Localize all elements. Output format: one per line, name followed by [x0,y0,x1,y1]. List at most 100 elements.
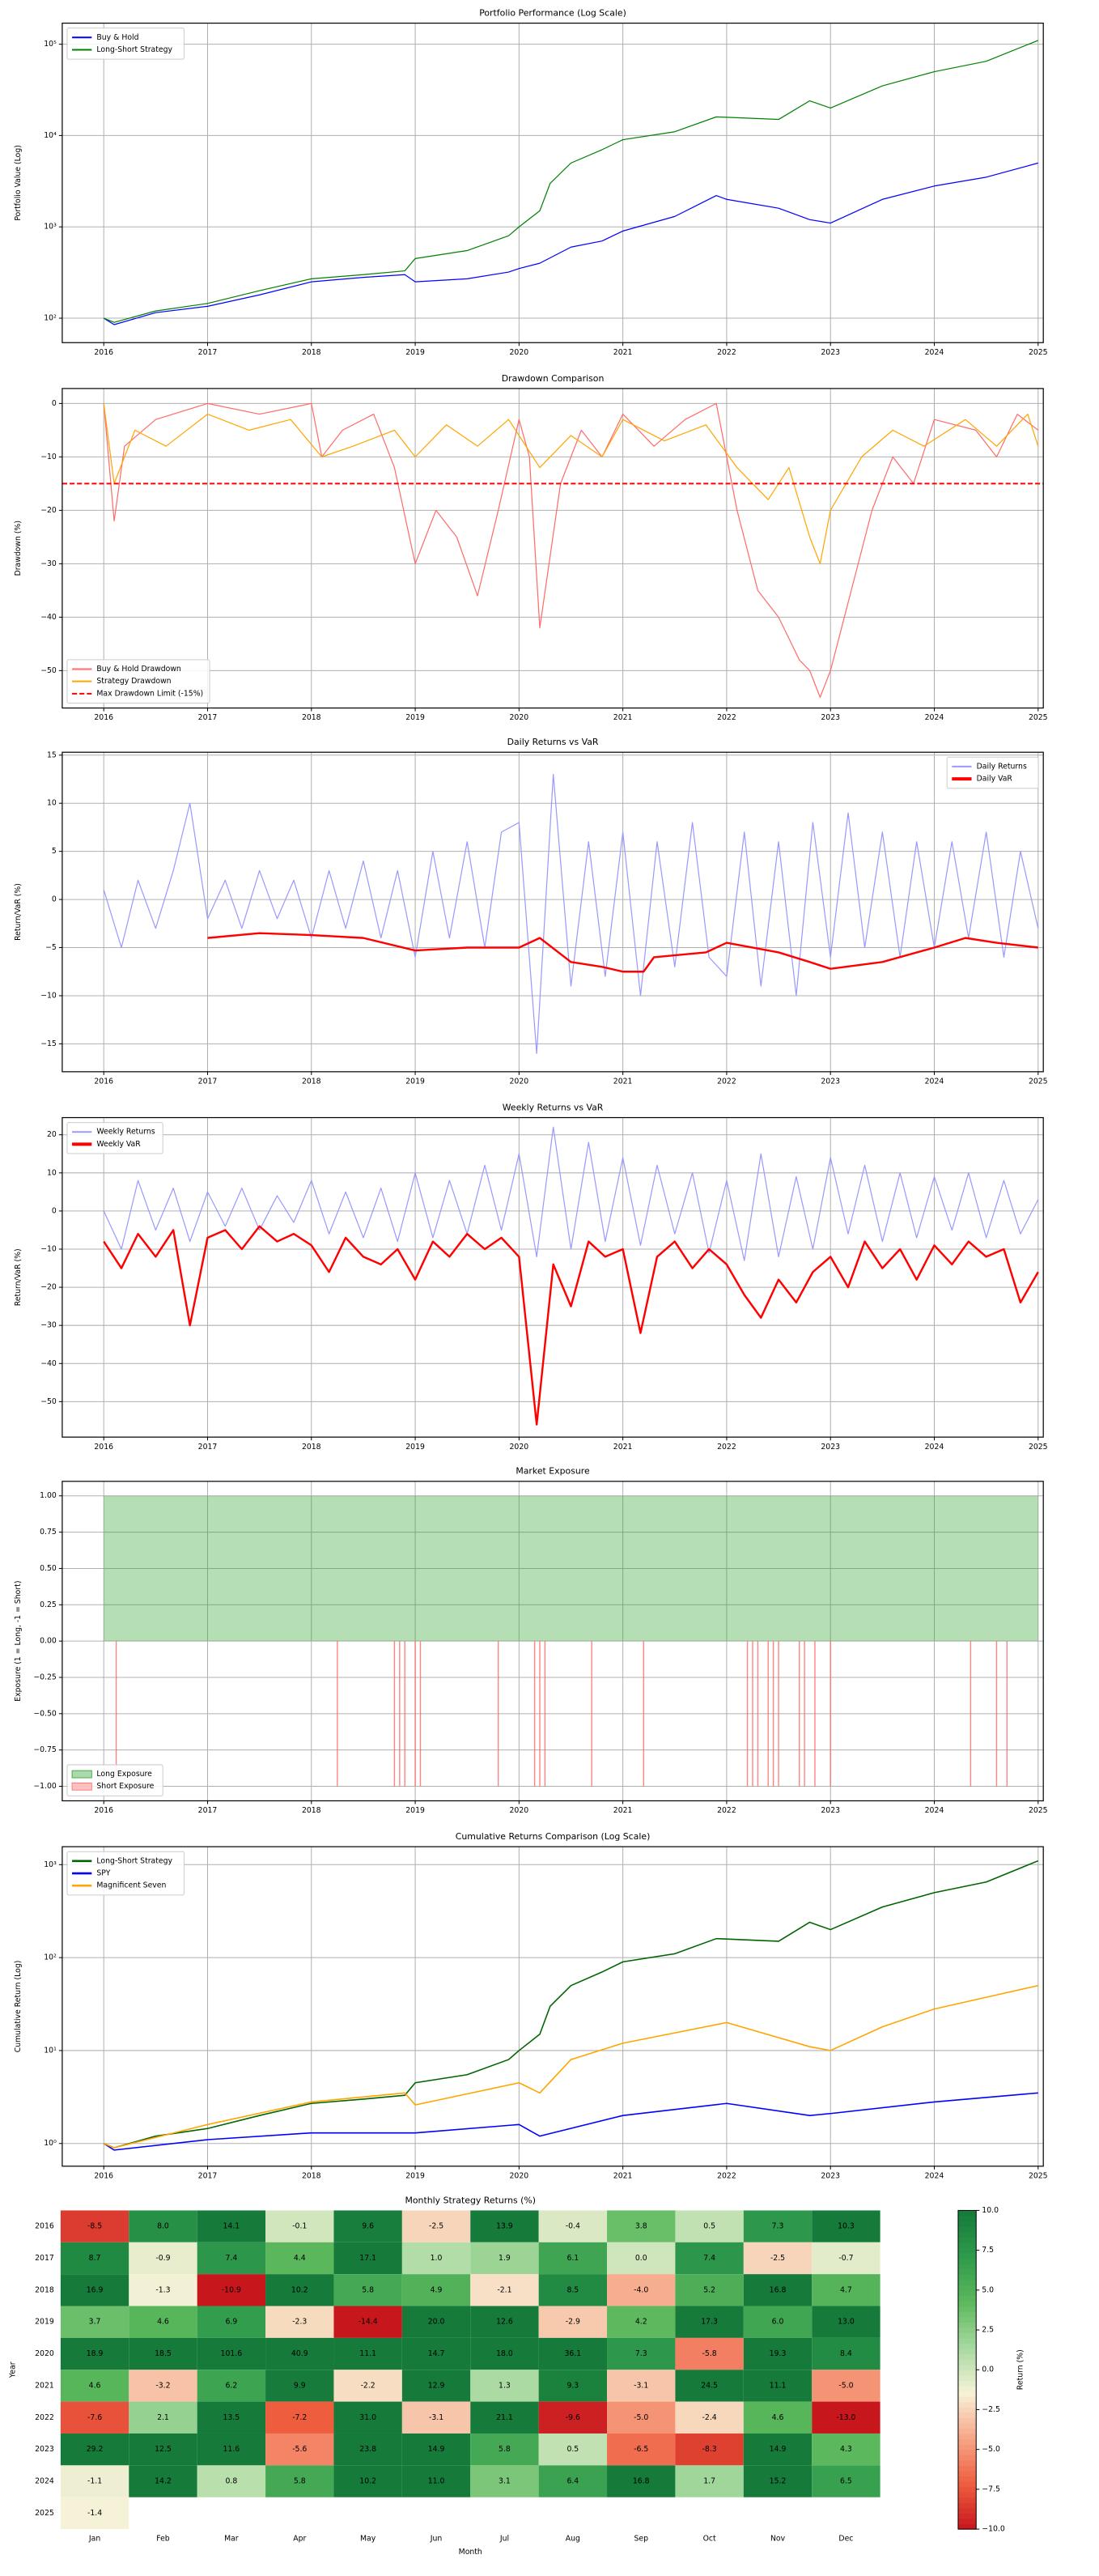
heatmap-cell [538,2242,608,2275]
heatmap-cell [333,2210,402,2242]
heatmap-cell [538,2210,608,2242]
colorbar-segment [957,2401,977,2408]
heatmap-cell [60,2306,129,2338]
heatmap-cell [675,2433,744,2466]
cell-label: 4.6 [89,2381,101,2390]
heatmap-cell [607,2210,676,2242]
cell-label: -0.4 [566,2222,580,2231]
heatmap-cell [60,2242,129,2275]
heatmap-cell [538,2337,608,2370]
heatmap-cell [607,2370,676,2402]
cell-label: 7.3 [772,2222,784,2231]
colorbar-segment [957,2385,977,2392]
y-tick-label: −20 [40,1283,57,1292]
colorbar-segment [957,2247,977,2254]
heatmap-cell [607,2242,676,2275]
colorbar-segment [957,2438,977,2445]
legend-box [66,1851,185,1896]
x-tick-label: Dec [838,2535,853,2544]
x-tick-label: Jan [88,2535,100,2544]
y-tick-label: −10 [40,991,57,1000]
colorbar-segment [957,2359,977,2366]
x-tick-label: 2025 [1029,2171,1048,2180]
heatmap-cell [333,2401,402,2434]
x-tick-label: 2022 [717,2171,736,2180]
colorbar-segment [957,2215,977,2222]
colorbar-segment [957,2279,977,2285]
cell-label: 18.0 [496,2349,513,2358]
cell-label: 3.8 [635,2222,647,2231]
x-tick-label: 2021 [613,348,633,357]
legend-label: Weekly Returns [96,1128,155,1137]
cell-label: 7.4 [703,2254,715,2263]
cell-label: 16.8 [770,2285,787,2294]
colorbar-segment [957,2337,977,2344]
colorbar-label: Return (%) [1016,2349,1025,2390]
cell-label: 0.8 [225,2477,237,2486]
heatmap-cell [470,2433,539,2466]
heatmap-cell [265,2433,334,2466]
heatmap-cell [470,2337,539,2370]
y-tick-label: 2016 [35,2222,54,2231]
cell-label: 5.8 [294,2477,306,2486]
cell-label: 7.3 [635,2349,647,2358]
heatmap-cell [812,2370,880,2402]
heatmap-cell [675,2337,744,2370]
cell-label: 1.9 [499,2254,511,2263]
colorbar-segment [957,2380,977,2387]
cell-label: 6.2 [225,2381,237,2390]
y-tick-label: 10⁵ [44,40,57,49]
heatmap-cell [197,2465,266,2497]
y-axis-label: Return/VaR (%) [14,883,23,941]
cell-label: -2.3 [292,2318,307,2327]
heatmap-cell [812,2433,880,2466]
cell-label: 1.0 [431,2254,443,2263]
heatmap-cell [265,2401,334,2434]
y-tick-label: 0.25 [40,1600,57,1609]
chart-title: Monthly Strategy Returns (%) [405,2195,536,2205]
y-tick-label: 0 [52,895,57,904]
heatmap-cell [333,2337,402,2370]
chart-title: Weekly Returns vs VaR [503,1102,604,1112]
x-tick-label: 2019 [405,713,425,722]
colorbar-segment [957,2295,977,2302]
legend-label: Max Drawdown Limit (-15%) [96,689,203,698]
heatmap-cell [265,2306,334,2338]
heatmap-cell [197,2242,266,2275]
colorbar-segment [957,2391,977,2397]
heatmap-cell [812,2274,880,2306]
heatmap-cell [60,2465,129,2497]
y-tick-label: 10¹ [44,2046,57,2055]
y-tick-label: 10 [47,1168,57,1177]
series-line [103,1860,1039,2149]
cell-label: 36.1 [564,2349,581,2358]
heatmap-cell [60,2497,129,2530]
cell-label: 31.0 [359,2413,376,2422]
x-tick-label: 2023 [821,1077,840,1086]
x-tick-label: 2023 [821,713,840,722]
heatmap-cell [401,2337,471,2370]
x-tick-label: Mar [224,2535,239,2544]
colorbar-segment [957,2486,977,2493]
x-tick-label: Jul [499,2535,509,2544]
cell-label: -2.9 [566,2318,580,2327]
heatmap-cell [470,2274,539,2306]
cell-label: 6.9 [225,2318,237,2327]
heatmap-cell [60,2370,129,2402]
cell-label: -0.7 [838,2254,853,2263]
x-tick-label: 2022 [717,713,736,722]
heatmap-cell [607,2274,676,2306]
x-tick-label: 2020 [510,1443,529,1452]
colorbar-segment [957,2428,977,2434]
heatmap-cell [675,2306,744,2338]
y-axis-label: Cumulative Return (Log) [14,1961,23,2053]
x-tick-label: 2021 [613,1443,633,1452]
colorbar-tick-label: 10.0 [982,2206,999,2215]
x-tick-label: 2025 [1029,348,1048,357]
x-tick-label: 2018 [302,1077,321,1086]
cell-label: 3.1 [499,2477,511,2486]
x-tick-label: 2019 [405,348,425,357]
y-tick-label: −10 [40,453,57,461]
heatmap-cell [743,2337,813,2370]
legend-label: Buy & Hold [96,33,138,42]
